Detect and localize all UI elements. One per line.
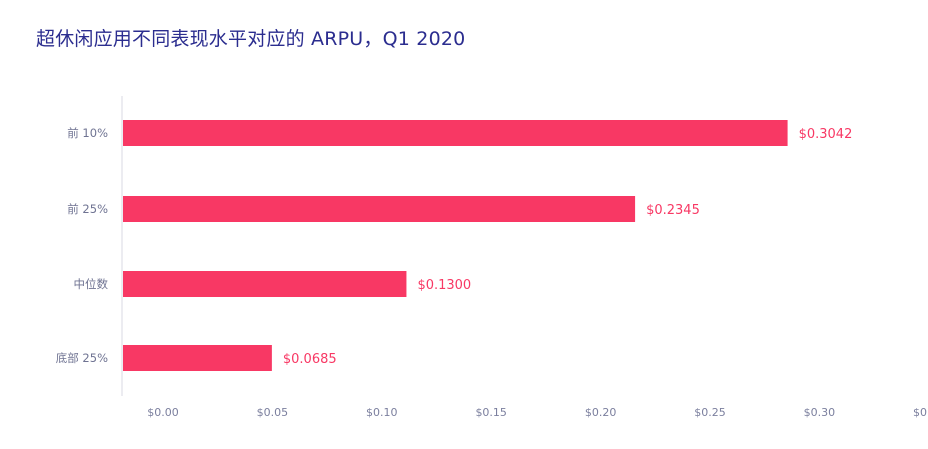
bar (123, 271, 407, 297)
x-tick-label: $0.00 (147, 406, 179, 419)
category-label: 中位数 (74, 277, 109, 291)
x-axis-ticks: $0.00 $0.05 $0.10 $0.15 $0.20 $0.25 $0.30 $0.35 (147, 406, 928, 419)
data-labels: $0.3042 $0.2345 $0.1300 $0.0685 (283, 127, 852, 367)
chart-title: 超休闲应用不同表现水平对应的 ARPU，Q1 2020 (36, 28, 466, 50)
x-tick-label: $0.35 (913, 406, 928, 419)
category-label: 前 25% (67, 202, 108, 216)
data-label: $0.0685 (283, 352, 337, 367)
data-label: $0.3042 (799, 127, 853, 142)
bar (123, 196, 636, 222)
x-tick-label: $0.25 (694, 406, 726, 419)
x-tick-label: $0.15 (475, 406, 507, 419)
data-label: $0.1300 (417, 278, 471, 293)
x-tick-label: $0.10 (366, 406, 398, 419)
x-tick-label: $0.20 (585, 406, 617, 419)
category-label: 底部 25% (56, 351, 108, 365)
bars-group (123, 120, 788, 371)
bar (123, 345, 272, 371)
x-tick-label: $0.05 (257, 406, 289, 419)
category-label: 前 10% (67, 126, 108, 140)
bar (123, 120, 788, 146)
data-label: $0.2345 (646, 203, 700, 218)
x-tick-label: $0.30 (804, 406, 836, 419)
